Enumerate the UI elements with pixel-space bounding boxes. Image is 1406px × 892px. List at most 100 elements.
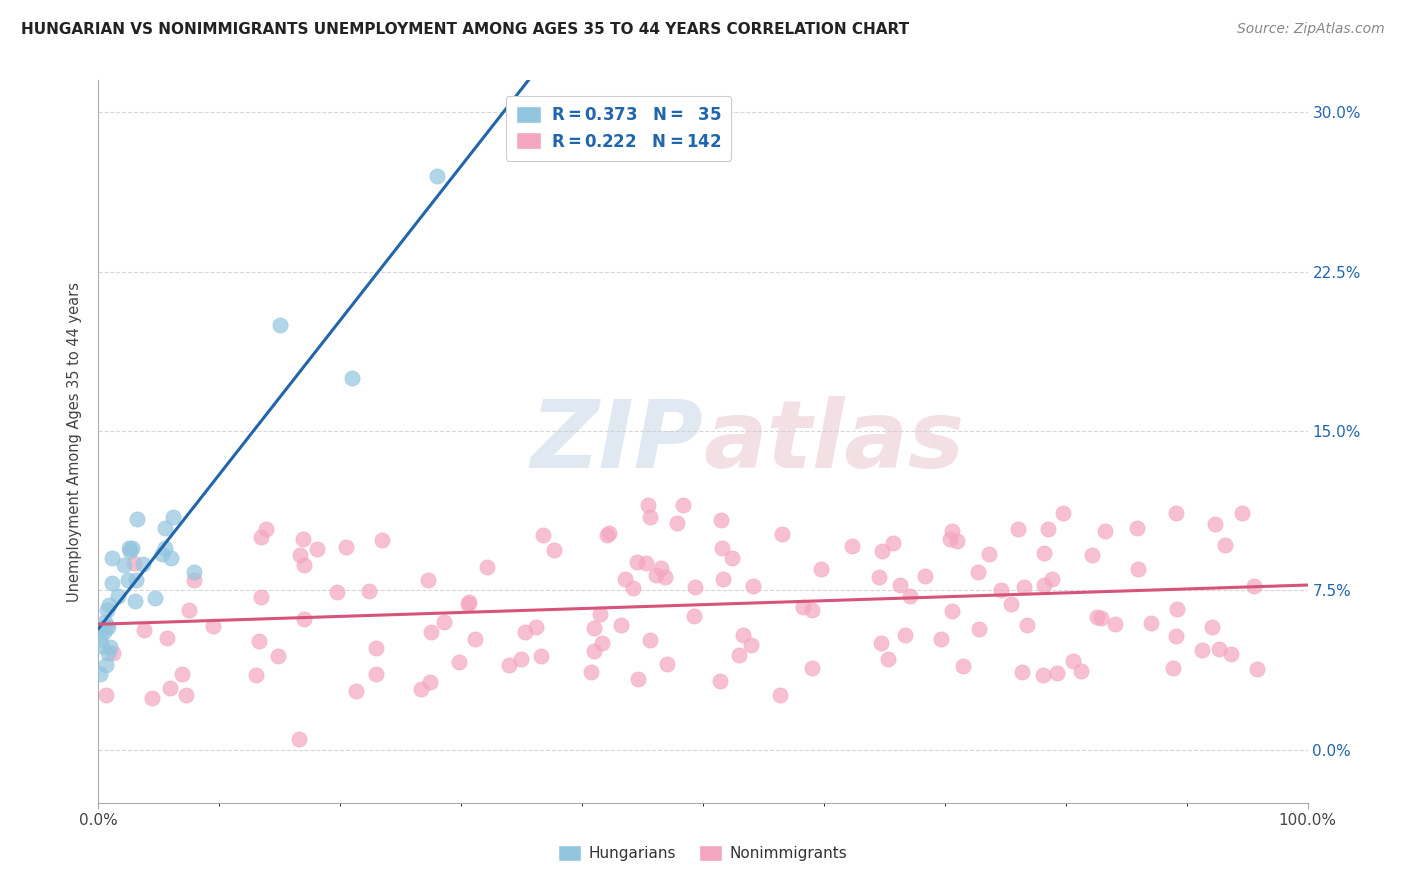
Point xyxy=(1062,654,1084,668)
Point xyxy=(990,582,1012,597)
Point xyxy=(132,557,155,571)
Point xyxy=(946,533,969,548)
Point xyxy=(1166,507,1188,521)
Point xyxy=(1243,579,1265,593)
Point xyxy=(288,549,311,563)
Point xyxy=(159,681,181,696)
Point xyxy=(269,318,291,332)
Point xyxy=(598,526,620,541)
Point xyxy=(626,555,648,569)
Point xyxy=(1007,522,1029,536)
Point xyxy=(89,632,111,647)
Point xyxy=(841,539,863,553)
Text: ZIP: ZIP xyxy=(530,395,703,488)
Point xyxy=(89,621,111,635)
Point xyxy=(1012,580,1035,594)
Point xyxy=(967,623,990,637)
Point xyxy=(889,578,911,592)
Point xyxy=(800,603,823,617)
Point xyxy=(1015,618,1038,632)
Point xyxy=(1166,629,1188,643)
Y-axis label: Unemployment Among Ages 35 to 44 years: Unemployment Among Ages 35 to 44 years xyxy=(67,282,83,601)
Point xyxy=(143,591,166,606)
Point xyxy=(1032,546,1054,560)
Point xyxy=(582,644,605,658)
Point xyxy=(247,634,270,648)
Text: HUNGARIAN VS NONIMMIGRANTS UNEMPLOYMENT AMONG AGES 35 TO 44 YEARS CORRELATION CH: HUNGARIAN VS NONIMMIGRANTS UNEMPLOYMENT … xyxy=(21,22,910,37)
Point xyxy=(291,532,314,546)
Point xyxy=(249,590,271,604)
Point xyxy=(1104,616,1126,631)
Point xyxy=(267,648,290,663)
Point xyxy=(183,574,205,588)
Point xyxy=(183,566,205,580)
Point xyxy=(326,585,349,599)
Point xyxy=(801,661,824,675)
Point xyxy=(1161,661,1184,675)
Point xyxy=(939,532,962,546)
Point xyxy=(1094,524,1116,538)
Point xyxy=(1213,538,1236,552)
Text: atlas: atlas xyxy=(703,395,965,488)
Point xyxy=(153,521,176,535)
Point xyxy=(162,509,184,524)
Point xyxy=(124,594,146,608)
Point xyxy=(426,169,449,183)
Point xyxy=(1070,664,1092,678)
Point xyxy=(117,573,139,587)
Point xyxy=(1033,578,1056,592)
Point xyxy=(543,543,565,558)
Point xyxy=(614,572,637,586)
Point xyxy=(581,665,603,680)
Point xyxy=(121,541,143,555)
Point xyxy=(1219,647,1241,661)
Point xyxy=(710,541,733,556)
Point xyxy=(515,624,537,639)
Point xyxy=(1230,506,1253,520)
Point xyxy=(1191,643,1213,657)
Point xyxy=(174,688,197,702)
Text: Source: ZipAtlas.com: Source: ZipAtlas.com xyxy=(1237,22,1385,37)
Point xyxy=(153,541,176,555)
Point xyxy=(666,516,689,530)
Point xyxy=(457,598,479,612)
Point xyxy=(596,528,619,542)
Point xyxy=(1090,611,1112,625)
Point xyxy=(250,531,273,545)
Point xyxy=(134,623,156,637)
Point xyxy=(640,633,662,648)
Point xyxy=(98,599,121,613)
Point xyxy=(364,640,387,655)
Point xyxy=(202,619,225,633)
Point xyxy=(721,551,744,566)
Point xyxy=(645,567,668,582)
Point xyxy=(1139,615,1161,630)
Point xyxy=(1032,668,1054,682)
Point xyxy=(869,570,891,584)
Point xyxy=(682,609,704,624)
Point xyxy=(93,624,115,639)
Point xyxy=(150,547,173,561)
Point xyxy=(107,589,129,603)
Point xyxy=(952,658,974,673)
Point xyxy=(870,636,893,650)
Point xyxy=(94,620,117,634)
Point xyxy=(524,620,547,634)
Point xyxy=(640,510,662,524)
Point xyxy=(1081,549,1104,563)
Point xyxy=(591,636,613,650)
Point xyxy=(710,513,733,527)
Point xyxy=(344,684,367,698)
Point xyxy=(96,602,118,616)
Point xyxy=(654,570,676,584)
Point xyxy=(1085,609,1108,624)
Point xyxy=(141,691,163,706)
Point xyxy=(118,544,141,558)
Point xyxy=(97,646,120,660)
Point xyxy=(419,674,441,689)
Point xyxy=(1040,572,1063,586)
Point xyxy=(877,652,900,666)
Point xyxy=(1201,620,1223,634)
Point xyxy=(941,604,963,618)
Point xyxy=(929,632,952,646)
